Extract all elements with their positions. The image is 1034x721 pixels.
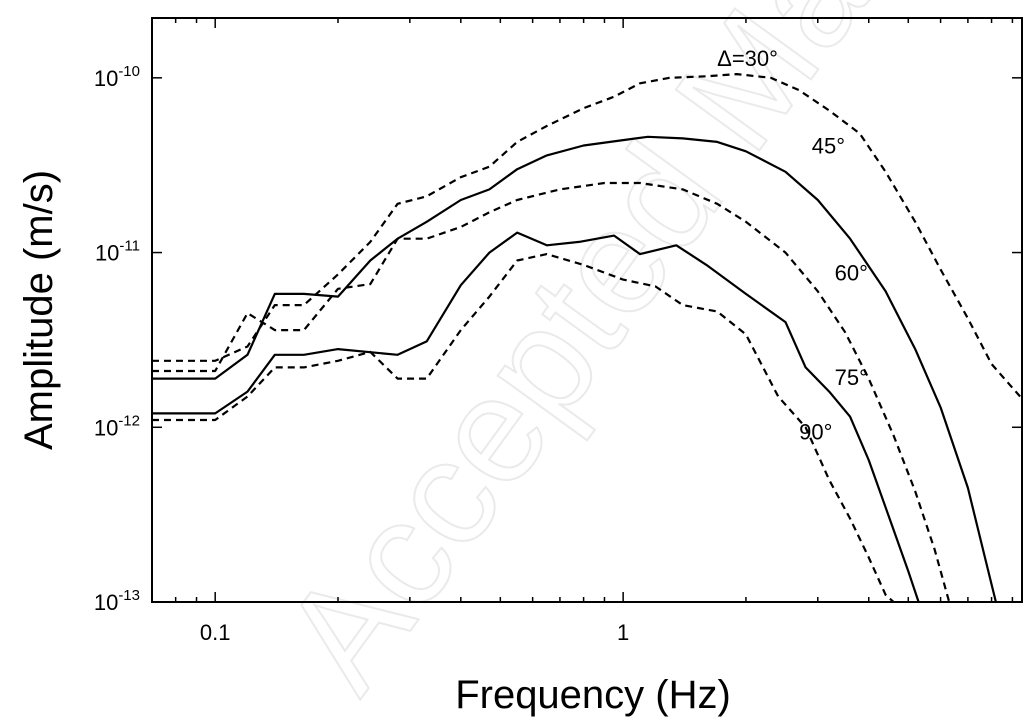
series-line-45 xyxy=(152,135,997,602)
y-axis-title: Amplitude (m/s) xyxy=(17,170,61,450)
y-tick-label-base: 10 xyxy=(94,66,118,91)
series-line-60 xyxy=(152,181,951,602)
watermark: Accepted Manuscript xyxy=(250,0,1034,719)
series-layer xyxy=(152,73,1021,602)
y-tick-label: 10-11 xyxy=(95,238,140,266)
series-line-90 xyxy=(152,253,895,602)
y-tick-label-base: 10 xyxy=(94,415,118,440)
y-tick-label-exponent: -11 xyxy=(119,238,140,255)
labels-layer: 0.1 110-1010-1110-1210-13Δ=30°45°60°75°90… xyxy=(94,46,868,645)
y-tick-label-exponent: -13 xyxy=(118,587,140,604)
curve-label-75: 75° xyxy=(835,365,868,390)
series-line-30 xyxy=(152,73,1021,398)
y-tick-label-exponent: -12 xyxy=(118,412,140,429)
y-tick-label-base: 10 xyxy=(95,241,119,266)
axes-layer xyxy=(151,17,1023,603)
series-line-75 xyxy=(152,231,920,602)
curve-label-60: 60° xyxy=(835,261,868,286)
x-tick-label: 1 xyxy=(617,620,629,645)
curve-label-45: 45° xyxy=(812,133,845,158)
plot-frame xyxy=(151,17,1023,603)
y-tick-label-exponent: -10 xyxy=(118,63,140,80)
curve-label-90: 90° xyxy=(799,420,832,445)
y-tick-label: 10-10 xyxy=(94,63,140,91)
y-tick-label: 10-12 xyxy=(94,412,140,440)
x-tick-label: 0.1 xyxy=(200,620,231,645)
x-axis-title: Frequency (Hz) xyxy=(455,673,731,717)
y-tick-label-base: 10 xyxy=(94,590,118,615)
y-tick-label: 10-13 xyxy=(94,587,140,615)
curve-label-30: Δ=30° xyxy=(717,46,778,71)
watermark-layer: Accepted Manuscript xyxy=(249,0,1034,720)
